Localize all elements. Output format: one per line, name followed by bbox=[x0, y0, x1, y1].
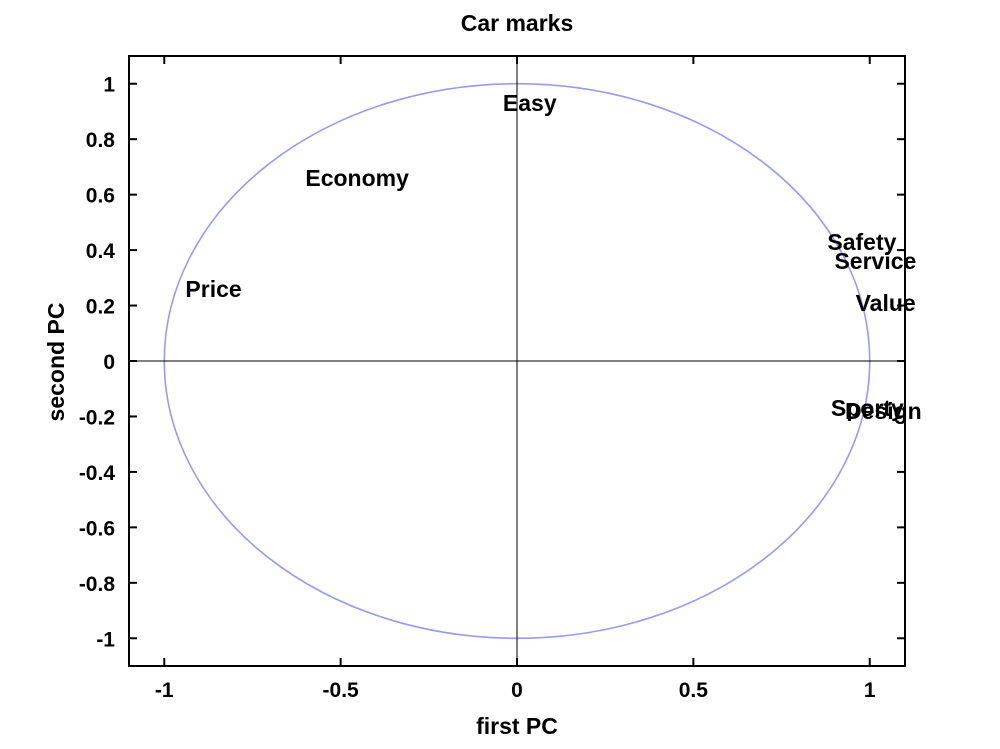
point-label-service: Service bbox=[834, 248, 916, 274]
x-tick-label: -0.5 bbox=[323, 679, 360, 702]
plot-area: -1 -0.5 0 0.5 1 1 0.8 0.6 0.4 0.2 0 -0.2 -0.4 -0.6 -0.… bbox=[79, 55, 922, 702]
y-tick-label: 0.8 bbox=[86, 129, 116, 152]
y-axis-label: second PC bbox=[43, 303, 69, 422]
y-tick-label: 1 bbox=[103, 74, 115, 97]
x-axis-label: first PC bbox=[476, 713, 558, 739]
point-label-sporty: Sporty bbox=[831, 395, 904, 421]
y-tick-label: 0.2 bbox=[86, 296, 115, 319]
point-label-value: Value bbox=[856, 290, 916, 316]
y-tick-label: -0.2 bbox=[79, 406, 115, 429]
y-tick-label: -1 bbox=[96, 628, 115, 651]
x-tick-label: 0 bbox=[511, 679, 523, 702]
point-label-economy: Economy bbox=[305, 165, 409, 191]
y-tick-label: -0.8 bbox=[79, 573, 116, 596]
y-tick-label: 0.4 bbox=[86, 240, 116, 263]
chart-title: Car marks bbox=[461, 10, 574, 36]
x-tick-label: 0.5 bbox=[679, 679, 709, 702]
y-tick-label: 0.6 bbox=[86, 185, 115, 208]
y-tick-label: 0 bbox=[103, 351, 115, 374]
y-tick-label: -0.6 bbox=[79, 517, 115, 540]
point-label-design: Design bbox=[845, 398, 922, 424]
point-label-safety: Safety bbox=[827, 229, 896, 255]
y-tick-label: -0.4 bbox=[79, 462, 116, 485]
point-label-price: Price bbox=[185, 276, 241, 302]
point-label-easy: Easy bbox=[503, 90, 557, 116]
x-tick-label: 1 bbox=[864, 679, 876, 702]
x-tick-label: -1 bbox=[155, 679, 174, 702]
